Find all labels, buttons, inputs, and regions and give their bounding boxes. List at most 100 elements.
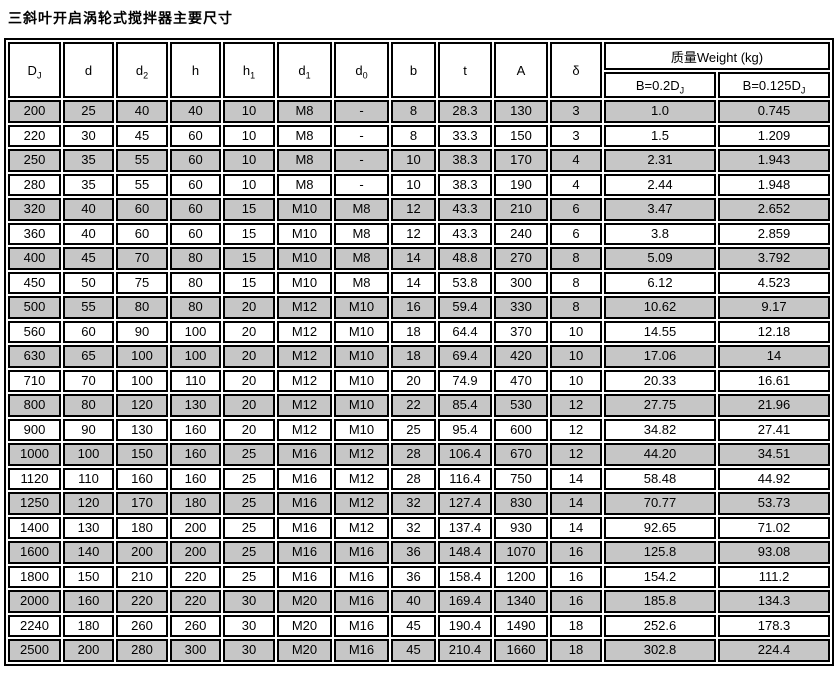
table-cell: 44.20: [604, 443, 716, 466]
table-cell: 27.41: [718, 418, 831, 441]
table-cell: M10: [334, 296, 389, 319]
table-cell: 43.3: [438, 222, 492, 245]
table-cell: 60: [63, 320, 114, 343]
table-cell: 330: [494, 296, 548, 319]
page-title: 三斜叶开启涡轮式搅拌器主要尺寸: [8, 10, 233, 26]
table-cell: M8: [277, 100, 332, 123]
column-header-b: b: [391, 42, 436, 98]
table-cell: M16: [334, 541, 389, 564]
table-cell: 25: [223, 516, 275, 539]
table-cell: 80: [170, 296, 221, 319]
table-cell: M10: [277, 247, 332, 270]
table-cell: -: [334, 124, 389, 147]
table-cell: 58.48: [604, 467, 716, 490]
table-cell: 15: [223, 198, 275, 221]
table-cell: 178.3: [718, 614, 831, 637]
table-cell: 1200: [494, 565, 548, 588]
table-cell: 20: [223, 394, 275, 417]
table-cell: M20: [277, 590, 332, 613]
table-cell: 2.31: [604, 149, 716, 172]
table-cell: 8: [550, 247, 602, 270]
table-cell: 10: [223, 100, 275, 123]
column-header-d: d: [63, 42, 114, 98]
table-cell: 120: [63, 492, 114, 515]
table-cell: 3: [550, 124, 602, 147]
table-cell: 25: [223, 492, 275, 515]
table-cell: 150: [116, 443, 168, 466]
table-cell: 630: [8, 345, 61, 368]
column-header-d0: d0: [334, 42, 389, 98]
table-cell: 930: [494, 516, 548, 539]
table-cell: 2.44: [604, 173, 716, 196]
table-cell: 400: [8, 247, 61, 270]
table-cell: 35: [63, 173, 114, 196]
table-row: 1600 140 200 200 25 M16 M16 36 148.4 1070 16 125.8 9…: [8, 541, 831, 564]
table-cell: 185.8: [604, 590, 716, 613]
table-cell: M10: [334, 369, 389, 392]
table-row: 400 45 70 80 15 M10 M8 14 48.8 270 8 5.09 3.792: [8, 247, 831, 270]
table-cell: M12: [334, 443, 389, 466]
table-cell: M16: [334, 639, 389, 662]
table-cell: 1340: [494, 590, 548, 613]
table-cell: 25: [223, 565, 275, 588]
table-cell: 160: [63, 590, 114, 613]
table-cell: 10: [391, 173, 436, 196]
table-cell: 270: [494, 247, 548, 270]
table-cell: 137.4: [438, 516, 492, 539]
table-cell: -: [334, 149, 389, 172]
table-cell: 8: [391, 100, 436, 123]
table-cell: 130: [170, 394, 221, 417]
table-cell: 106.4: [438, 443, 492, 466]
table-cell: 10: [550, 369, 602, 392]
table-cell: 750: [494, 467, 548, 490]
table-row: 250 35 55 60 10 M8-10 38.3 170 4 2.31 1.943: [8, 149, 831, 172]
table-cell: 40: [391, 590, 436, 613]
table-cell: 70: [116, 247, 168, 270]
table-cell: 28.3: [438, 100, 492, 123]
table-cell: 1.948: [718, 173, 831, 196]
table-cell: 100: [63, 443, 114, 466]
table-cell: 154.2: [604, 565, 716, 588]
table-cell: M8: [334, 198, 389, 221]
table-cell: 500: [8, 296, 61, 319]
table-cell: 110: [170, 369, 221, 392]
table-cell: 14: [391, 271, 436, 294]
table-cell: 210: [116, 565, 168, 588]
table-cell: 16: [550, 590, 602, 613]
column-header-weight-b0125: B=0.125DJ: [718, 72, 831, 98]
table-cell: 3.792: [718, 247, 831, 270]
table-cell: 8: [550, 271, 602, 294]
table-cell: 16: [391, 296, 436, 319]
table-cell: 670: [494, 443, 548, 466]
table-cell: M12: [277, 345, 332, 368]
column-header-d2: d2: [116, 42, 168, 98]
table-cell: 60: [116, 198, 168, 221]
table-cell: 80: [170, 271, 221, 294]
table-row: 1250 120 170 180 25 M16 M12 32 127.4 830 14 70.77 53…: [8, 492, 831, 515]
table-cell: 80: [170, 247, 221, 270]
column-header-a: A: [494, 42, 548, 98]
table-row: 1000 100 150 160 25 M16 M12 28 106.4 670 12 44.20 34…: [8, 443, 831, 466]
table-row: 200 25 40 40 10 M8-8 28.3 130 3 1.0 0.745: [8, 100, 831, 123]
table-cell: 43.3: [438, 198, 492, 221]
table-cell: 190: [494, 173, 548, 196]
table-cell: 100: [170, 345, 221, 368]
table-row: 500 55 80 80 20 M12 M10 16 59.4 330 8 10.62 9.17: [8, 296, 831, 319]
table-cell: 40: [116, 100, 168, 123]
table-cell: 80: [116, 296, 168, 319]
table-cell: 130: [63, 516, 114, 539]
table-cell: 55: [63, 296, 114, 319]
table-cell: 15: [223, 271, 275, 294]
table-cell: 16.61: [718, 369, 831, 392]
table-cell: 8: [391, 124, 436, 147]
table-cell: 12.18: [718, 320, 831, 343]
table-cell: 85.4: [438, 394, 492, 417]
column-header-t: t: [438, 42, 492, 98]
table-cell: 18: [550, 639, 602, 662]
table-header: DJ d d2 h h1 d1 d0 b t A δ 质量Weight (kg)…: [8, 42, 831, 98]
column-header-weight-group: 质量Weight (kg): [604, 42, 831, 70]
table-cell: M12: [334, 467, 389, 490]
table-cell: 224.4: [718, 639, 831, 662]
table-cell: 25: [223, 467, 275, 490]
table-cell: 30: [223, 614, 275, 637]
